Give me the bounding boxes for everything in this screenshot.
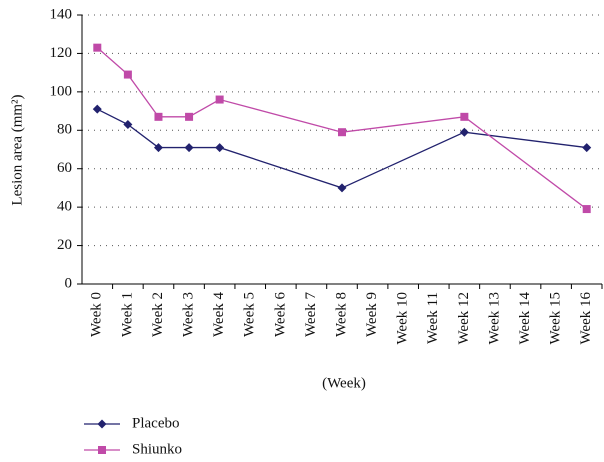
marker <box>184 143 194 153</box>
x-tick-label: Week 6 <box>272 292 288 338</box>
marker <box>460 112 469 121</box>
x-tick-label: Week 15 <box>548 292 564 345</box>
legend-label: Shiunko <box>132 441 182 457</box>
x-tick-label: Week 3 <box>180 292 196 337</box>
y-tick-label: 140 <box>50 6 73 22</box>
marker <box>123 70 132 79</box>
legend-marker <box>97 419 107 429</box>
y-axis-label: Lesion area (mm²) <box>9 94 25 205</box>
x-tick-label: Week 2 <box>150 292 166 337</box>
marker <box>215 95 224 104</box>
marker <box>338 128 346 137</box>
marker <box>153 143 163 153</box>
marker <box>459 127 469 137</box>
x-tick-label: Week 10 <box>395 292 411 345</box>
marker <box>185 112 194 121</box>
x-tick-label: Week 12 <box>456 292 472 345</box>
marker <box>337 183 347 193</box>
marker <box>92 104 102 114</box>
x-tick-label: Week 1 <box>119 292 135 337</box>
y-tick-label: 40 <box>57 199 72 215</box>
y-tick-label: 60 <box>57 160 72 176</box>
y-tick-label: 120 <box>50 45 73 61</box>
x-tick-label: Week 8 <box>333 292 349 337</box>
marker <box>582 205 591 214</box>
legend-label: Placebo <box>132 415 179 431</box>
series-line <box>96 47 588 210</box>
marker <box>215 143 225 153</box>
marker <box>154 112 163 121</box>
y-tick-label: 80 <box>57 122 72 138</box>
y-tick-label: 100 <box>50 83 73 99</box>
x-tick-label: Week 16 <box>578 292 594 345</box>
y-tick-label: 20 <box>57 237 72 253</box>
y-tick-label: 0 <box>65 275 73 291</box>
x-tick-label: Week 14 <box>517 292 533 345</box>
marker <box>582 143 592 153</box>
marker <box>123 120 133 130</box>
x-tick-label: Week 0 <box>89 292 105 337</box>
legend-marker <box>98 446 106 454</box>
x-tick-label: Week 7 <box>303 292 319 338</box>
marker <box>93 43 102 52</box>
x-tick-label: Week 11 <box>425 292 441 344</box>
series-line <box>97 108 587 189</box>
x-tick-label: Week 9 <box>364 292 380 337</box>
x-tick-label: Week 4 <box>211 292 227 338</box>
x-tick-label: Week 5 <box>242 292 258 337</box>
x-tick-label: Week 13 <box>486 292 502 345</box>
x-axis-label: (Week) <box>322 375 366 391</box>
